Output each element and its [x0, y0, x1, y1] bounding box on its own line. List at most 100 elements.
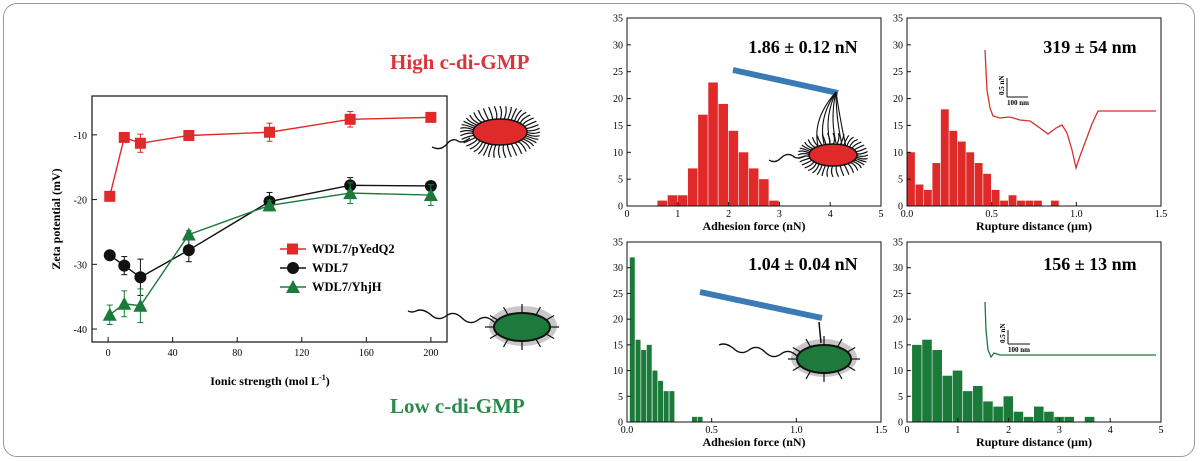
histogram-bar: [669, 391, 675, 422]
histogram-y-tick-label: 0: [618, 418, 623, 429]
histogram-y-tick-label: 35: [893, 238, 903, 249]
zeta-legend: WDL7/pYedQ2 WDL7 WDL7/YhjH: [280, 242, 395, 294]
histogram-y-tick-label: 0: [618, 202, 623, 213]
zeta-point-square: [425, 111, 437, 123]
force-curve-inset-low: 0.5 nN 100 nm: [984, 301, 1156, 359]
histogram-y-tick-label: 5: [898, 392, 903, 403]
zeta-point-circle: [182, 244, 195, 257]
zeta-chart: 0 40 80 120 160 200 -10 -20 -30 -40 Zeta potentia…: [49, 95, 448, 388]
zeta-point-square: [183, 129, 195, 141]
histogram-bar: [1044, 411, 1054, 422]
histogram-bar: [949, 130, 958, 206]
histogram-y-tick-label: 10: [893, 366, 903, 377]
histogram-bar: [697, 416, 703, 422]
zeta-x-tick-label: 200: [423, 348, 438, 359]
zeta-point-triangle: [423, 188, 438, 202]
histogram-bar: [652, 370, 658, 422]
histogram-bar: [1013, 411, 1024, 422]
histogram-x-tick-label: 4: [828, 209, 833, 220]
histogram-y-tick-label: 20: [613, 315, 623, 326]
zeta-point-triangle: [343, 186, 358, 200]
force-curve-high: [984, 49, 1156, 171]
histogram-bar: [966, 152, 975, 206]
histogram-bar: [993, 406, 1003, 422]
histogram-adhesion-high: 0 1 2 3 4 5 0 5 10 15 20 25 30 35 Adhesion force (nN) 1…: [613, 14, 884, 234]
zeta-point-square: [104, 190, 116, 202]
fiber-strand: [506, 143, 512, 158]
histogram-frame: [906, 241, 1162, 423]
histogram-bar: [657, 200, 668, 206]
afm-high-flagellum: [768, 153, 806, 163]
fiber-strand: [482, 108, 490, 122]
histogram-bar: [677, 195, 688, 206]
histogram-bar: [667, 195, 678, 206]
tether-strand: [835, 91, 843, 146]
histogram-x-tick-label: 5: [879, 209, 884, 220]
fiber-strand: [497, 143, 501, 159]
histogram-x-tick-label: 1: [675, 209, 680, 220]
histogram-y-tick-label: 5: [618, 175, 623, 186]
histogram-bar: [962, 391, 973, 422]
high-cell-flagellum: [431, 137, 471, 150]
histogram-bar: [974, 163, 983, 206]
histogram-y-tick-label: 30: [613, 263, 623, 274]
zeta-x-tick-label: 120: [294, 348, 309, 359]
histogram-bar: [738, 152, 749, 206]
histogram-bar: [635, 339, 641, 422]
histogram-bar: [769, 200, 779, 206]
fiber-strand: [506, 107, 512, 121]
afm-illustration-high: [732, 67, 869, 178]
histogram-x-tick-label: 0.0: [621, 425, 634, 436]
zeta-y-label: Zeta potential (mV): [49, 168, 63, 269]
histogram-bar: [748, 168, 759, 206]
low-cdg-cell-illustration: [407, 304, 559, 350]
zeta-y-tick-label: -40: [74, 325, 87, 336]
histogram-bar: [1034, 200, 1042, 206]
fiber-strand: [830, 164, 834, 178]
legend-label-2: WDL7: [312, 261, 348, 275]
histogram-bar: [983, 173, 992, 206]
fiber-strand: [493, 106, 498, 121]
histogram-bar: [940, 109, 949, 206]
tether-strand: [832, 91, 837, 144]
histogram-rupture-high: 0.0 0.5 1.0 1.5 0 5 10 15 20 25 30 35 Rupture distan…: [893, 14, 1167, 234]
inset-low-scale-x-label: 100 nm: [1008, 346, 1030, 354]
histogram-bar: [708, 82, 718, 206]
legend-marker-1: [287, 243, 298, 255]
force-curve-inset-high: 0.5 nN 100 nm: [984, 49, 1156, 171]
histogram-y-tick-label: 30: [893, 263, 903, 274]
fiber-strand: [836, 133, 840, 146]
zeta-y-tick-label: -20: [74, 196, 87, 207]
legend-label-3: WDL7/YhjH: [312, 280, 382, 294]
histogram-bar: [658, 380, 664, 422]
histogram-annotation: 156 ± 13 nm: [1043, 254, 1136, 274]
histogram-adhesion-low: 0.0 0.5 1.0 1.5 0 5 10 15 20 25 30 35 Adhesion force…: [613, 238, 887, 450]
histogram-bar: [922, 339, 932, 422]
zeta-point-triangle: [102, 307, 117, 321]
histogram-bar: [1003, 396, 1014, 422]
histogram-x-label: Rupture distance (μm): [976, 219, 1092, 233]
histogram-x-tick-label: 0.5: [705, 425, 718, 436]
histogram-frame: [626, 17, 882, 207]
histogram-bar: [983, 401, 993, 422]
zeta-plot-area: [91, 95, 448, 343]
inset-high-scale-x-label: 100 nm: [1007, 99, 1029, 107]
histogram-x-tick-label: 0: [905, 425, 910, 436]
zeta-x-tick-label: 40: [168, 348, 178, 359]
legend-marker-2: [287, 262, 299, 274]
histogram-x-tick-label: 1.5: [875, 425, 888, 436]
histogram-y-tick-label: 0: [898, 202, 903, 213]
fiber-strand: [525, 131, 541, 135]
fiber-strand: [488, 143, 494, 157]
histogram-x-tick-label: 0: [625, 209, 630, 220]
histogram-bar: [991, 189, 1000, 206]
high-c-di-gmp-title: High c-di-GMP: [390, 50, 530, 74]
fiber-strand: [488, 106, 494, 121]
histogram-x-tick-label: 1.0: [790, 425, 803, 436]
histogram-y-tick-label: 10: [893, 148, 903, 159]
zeta-x-label-text: Ionic strength (mol L: [210, 374, 319, 388]
histogram-bar: [759, 179, 769, 206]
force-curve-low: [984, 301, 1156, 359]
zeta-point-triangle: [181, 227, 196, 241]
histogram-y-tick-label: 35: [893, 14, 903, 25]
